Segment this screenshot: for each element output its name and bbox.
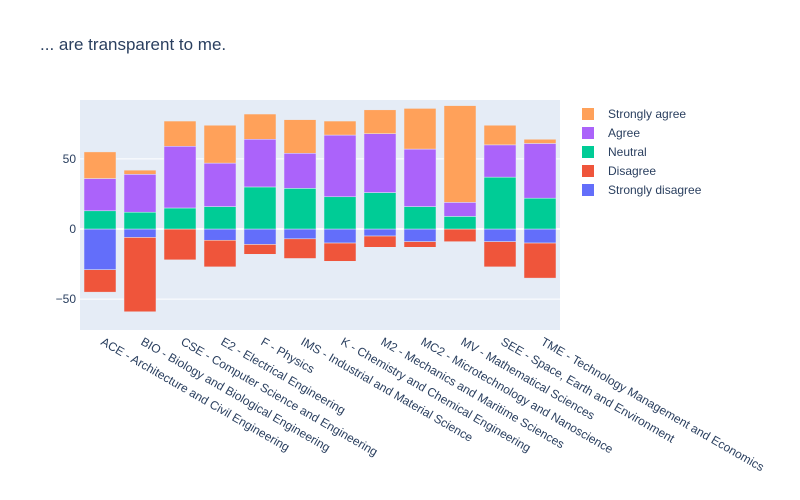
bar-disagree[interactable] [163, 228, 197, 261]
bar-disagree[interactable] [283, 238, 317, 259]
bar-agree[interactable] [483, 144, 517, 178]
bar-neutral[interactable] [83, 210, 117, 230]
bar-strongly-agree[interactable] [83, 151, 117, 179]
bar-disagree[interactable] [83, 269, 117, 293]
bar-neutral[interactable] [363, 192, 397, 230]
bar-strongly-agree[interactable] [163, 120, 197, 147]
bar-disagree[interactable] [443, 228, 477, 242]
bar-agree[interactable] [323, 134, 357, 198]
bar-disagree[interactable] [243, 244, 277, 255]
legend-label: Strongly agree [608, 107, 686, 121]
bar-neutral[interactable] [443, 216, 477, 230]
bar-strongly-agree[interactable] [443, 105, 477, 203]
bar-strongly-agree[interactable] [363, 109, 397, 134]
legend-label: Strongly disagree [608, 183, 702, 197]
bar-strongly-agree[interactable] [243, 113, 277, 140]
y-tick-label: −50 [56, 292, 77, 306]
legend-label: Neutral [608, 145, 647, 159]
bar-strongly-agree[interactable] [403, 108, 437, 150]
bar-strongly-agree[interactable] [323, 120, 357, 136]
bar-agree[interactable] [443, 202, 477, 217]
legend-swatch [582, 146, 594, 158]
bar-strongly-disagree[interactable] [283, 228, 317, 240]
legend-swatch [582, 127, 594, 139]
legend-item-agree[interactable]: Agree [582, 126, 640, 140]
bar-strongly-disagree[interactable] [363, 228, 397, 237]
bar-strongly-disagree[interactable] [243, 228, 277, 245]
legend-swatch [582, 184, 594, 196]
legend-label: Agree [608, 126, 640, 140]
bar-neutral[interactable] [243, 186, 277, 230]
plot-area [80, 100, 560, 330]
legend-swatch [582, 108, 594, 120]
bar-agree[interactable] [283, 153, 317, 189]
grid-lines [80, 158, 560, 300]
bar-disagree[interactable] [403, 241, 437, 248]
bar-strongly-disagree[interactable] [203, 228, 237, 241]
bar-neutral[interactable] [323, 196, 357, 230]
bar-strongly-agree[interactable] [283, 119, 317, 154]
bar-neutral[interactable] [283, 188, 317, 230]
bar-strongly-disagree[interactable] [323, 228, 357, 244]
legend-item-strongly-agree[interactable]: Strongly agree [582, 107, 686, 121]
bar-agree[interactable] [403, 148, 437, 207]
bar-strongly-disagree[interactable] [483, 228, 517, 242]
bar-disagree[interactable] [323, 242, 357, 262]
bar-strongly-disagree[interactable] [523, 228, 557, 244]
bar-agree[interactable] [203, 162, 237, 207]
bar-strongly-agree[interactable] [203, 124, 237, 164]
legend-label: Disagree [608, 164, 656, 178]
bar-agree[interactable] [523, 143, 557, 199]
bar-neutral[interactable] [203, 206, 237, 230]
bar-disagree[interactable] [523, 242, 557, 279]
bar-strongly-agree[interactable] [523, 139, 557, 144]
bar-strongly-disagree[interactable] [403, 228, 437, 242]
bars [83, 105, 557, 313]
y-axis: −50 0 50 [56, 152, 77, 306]
bar-neutral[interactable] [163, 207, 197, 230]
bar-disagree[interactable] [363, 235, 397, 248]
bar-agree[interactable] [123, 174, 157, 213]
bar-neutral[interactable] [123, 211, 157, 230]
bar-neutral[interactable] [523, 197, 557, 230]
bar-strongly-agree[interactable] [123, 169, 157, 175]
bar-strongly-disagree[interactable] [83, 228, 117, 270]
legend-item-neutral[interactable]: Neutral [582, 145, 647, 159]
bar-agree[interactable] [243, 139, 277, 188]
x-axis: ACE - Architecture and Civil Engineering… [99, 334, 767, 474]
bar-agree[interactable] [163, 146, 197, 209]
legend-item-strongly-disagree[interactable]: Strongly disagree [582, 183, 702, 197]
y-tick-label: 0 [69, 222, 76, 236]
chart-title: ... are transparent to me. [40, 35, 226, 54]
legend-swatch [582, 165, 594, 177]
bar-agree[interactable] [83, 178, 117, 212]
bar-disagree[interactable] [483, 241, 517, 268]
legend-item-disagree[interactable]: Disagree [582, 164, 656, 178]
bar-disagree[interactable] [203, 239, 237, 268]
bar-strongly-agree[interactable] [483, 124, 517, 146]
bar-strongly-disagree[interactable] [123, 228, 157, 238]
y-tick-label: 50 [63, 152, 77, 166]
bar-agree[interactable] [363, 133, 397, 193]
legend[interactable]: Strongly agree Agree Neutral Disagree Strong… [582, 107, 702, 197]
bar-neutral[interactable] [403, 206, 437, 230]
bar-neutral[interactable] [483, 176, 517, 230]
bar-disagree[interactable] [123, 237, 157, 313]
